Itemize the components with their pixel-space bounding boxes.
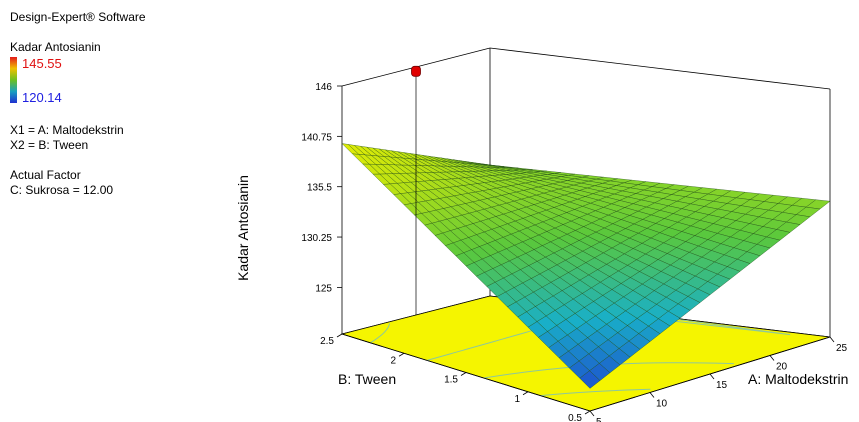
design-points (411, 65, 421, 315)
response-name: Kadar Antosianin (10, 40, 101, 54)
contour-line-0 (540, 388, 651, 397)
z-tick-label-0: 125 (315, 283, 332, 294)
y-tick-label-0: 0.5 (568, 413, 582, 422)
x-tick-label-4: 25 (836, 343, 848, 354)
factor-x2-label: X2 = B: Tween (10, 138, 89, 152)
x-tick (649, 392, 655, 398)
x-tick-label-2: 15 (716, 380, 728, 391)
z-tick-label-3: 140.75 (301, 132, 332, 143)
actual-factor-heading: Actual Factor (10, 168, 81, 182)
y-tick-label-4: 2.5 (320, 336, 334, 347)
contour-line-3 (370, 323, 391, 344)
z-tick-label-4: 146 (315, 82, 332, 93)
y-axis-title: B: Tween (338, 371, 396, 387)
design-point-marker (411, 65, 421, 77)
z-tick-label-2: 135.5 (307, 183, 332, 194)
x-tick-label-3: 20 (776, 362, 788, 373)
x-axis-title: A: Maltodekstrin (748, 371, 848, 387)
y-tick (336, 333, 343, 338)
x-tick (589, 410, 595, 417)
z-axis-title: Kadar Antosianin (235, 175, 251, 281)
x-tick-label-1: 10 (656, 399, 668, 410)
y-tick (522, 391, 529, 396)
axis-ticks: 125 130.25 135.5 140.75 146 5 10 15 20 25 0.5 1 1.5 2… (301, 82, 847, 422)
y-tick-label-3: 2 (390, 355, 396, 366)
software-label: Design-Expert® Software (10, 10, 146, 24)
x-tick (709, 373, 715, 380)
x-tick-label-0: 5 (596, 417, 602, 422)
actual-factor-value: C: Sukrosa = 12.00 (10, 183, 114, 197)
z-tick-label-1: 130.25 (301, 233, 332, 244)
response-surface (341, 143, 831, 389)
y-tick-label-2: 1.5 (444, 375, 458, 386)
y-tick (584, 410, 591, 415)
color-max-value: 145.55 (22, 56, 62, 71)
y-tick (460, 372, 467, 376)
x-tick (769, 355, 775, 361)
color-min-value: 120.14 (22, 90, 62, 105)
y-tick (398, 352, 405, 357)
color-scale-bar (10, 57, 17, 103)
y-tick-label-1: 1 (514, 394, 520, 405)
surface-cell (341, 143, 360, 155)
x-tick (829, 336, 835, 343)
factor-x1-label: X1 = A: Maltodekstrin (10, 123, 124, 137)
box-top-right-edge (489, 47, 831, 90)
